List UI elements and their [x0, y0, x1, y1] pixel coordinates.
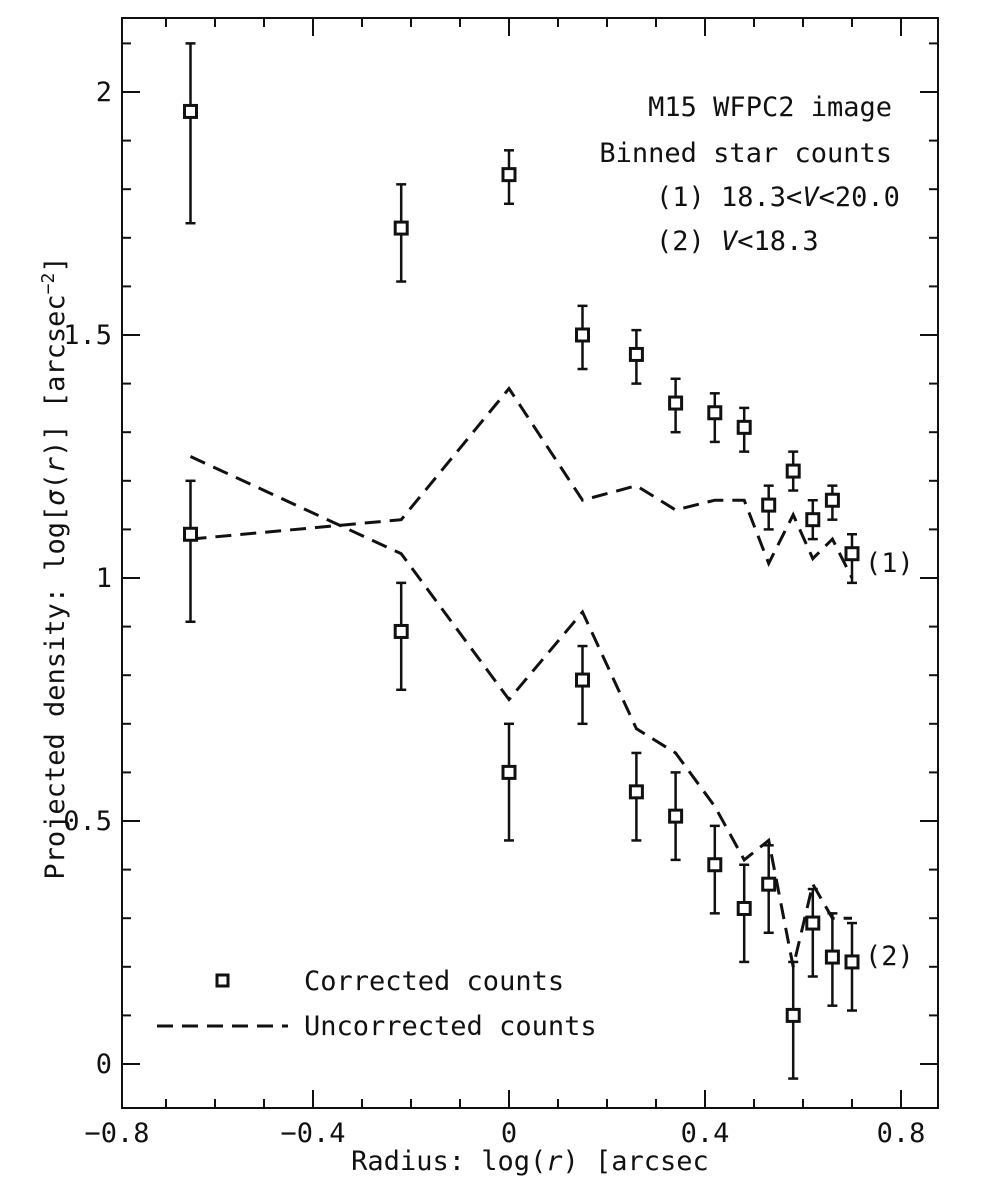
data-point-marker — [183, 526, 198, 542]
plot-frame — [121, 17, 939, 1109]
data-point-marker — [668, 808, 684, 824]
x-axis-title: Radius: log(r) [arcsec — [351, 1146, 709, 1177]
x-tick-label: 0.8 — [877, 1118, 926, 1149]
annotation-line-1: M15 WFPC2 image — [648, 92, 892, 123]
data-point-marker — [183, 103, 198, 119]
data-point-marker — [736, 900, 752, 916]
data-point-marker — [844, 954, 860, 970]
data-point-marker — [761, 497, 777, 513]
y-tick-label: 1.5 — [63, 320, 112, 351]
y-tick-label: 0 — [96, 1049, 112, 1080]
x-tick-label: 0.4 — [681, 1118, 730, 1149]
axis-tick-labels: −0.8 −0.4 0 0.4 0.8 0 0.5 1 1.5 2 — [63, 77, 925, 1149]
legend-label-corrected: Corrected counts — [304, 966, 564, 997]
y-axis-title: Projected density: log[σ(r)] [arcsec−2] — [38, 256, 71, 879]
legend: Corrected counts Uncorrected counts — [157, 966, 597, 1042]
annotation-line-2: Binned star counts — [599, 138, 892, 169]
data-point-marker — [707, 857, 723, 873]
uncorrected-line-series-2 — [189, 455, 852, 968]
legend-square-marker — [215, 973, 230, 988]
axis-ticks — [122, 18, 938, 1108]
data-point-marker — [785, 1007, 801, 1023]
legend-label-uncorrected: Uncorrected counts — [304, 1011, 597, 1042]
data-point-marker — [761, 876, 777, 892]
x-tick-label: −0.8 — [84, 1118, 149, 1149]
y-tick-label: 2 — [96, 77, 112, 108]
data-point-marker — [844, 546, 860, 562]
series-2-label: (2) — [865, 941, 914, 972]
data-point-marker — [575, 672, 590, 688]
data-point-marker — [575, 327, 590, 343]
data-point-marker — [736, 419, 752, 435]
uncorrected-line-series-1 — [190, 385, 854, 579]
data-point-marker — [805, 915, 821, 931]
annotation-line-4: (2) V<18.3 — [656, 226, 819, 257]
x-tick-label: −0.4 — [280, 1118, 345, 1149]
data-point-marker — [393, 623, 409, 639]
annotation-line-3: (1) 18.3<V<20.0 — [656, 182, 900, 213]
data-point-marker — [824, 949, 840, 965]
data-point-marker — [707, 405, 723, 421]
data-point-marker — [628, 346, 644, 362]
y-tick-label: 0.5 — [63, 806, 112, 837]
y-tick-label: 1 — [96, 563, 112, 594]
data-point-marker — [501, 764, 517, 780]
data-point-marker — [824, 492, 840, 508]
data-point-marker — [785, 463, 801, 479]
data-point-marker — [501, 167, 517, 183]
x-tick-label: 0 — [501, 1118, 517, 1149]
corrected-markers — [183, 103, 860, 1023]
series-1-label: (1) — [865, 548, 914, 579]
uncorrected-lines — [189, 385, 854, 968]
annotation-block: M15 WFPC2 image Binned star counts (1) 1… — [599, 92, 899, 257]
data-point-marker — [393, 220, 409, 236]
data-point-marker — [668, 395, 684, 411]
data-point-marker — [628, 784, 644, 800]
data-point-marker — [805, 512, 821, 528]
